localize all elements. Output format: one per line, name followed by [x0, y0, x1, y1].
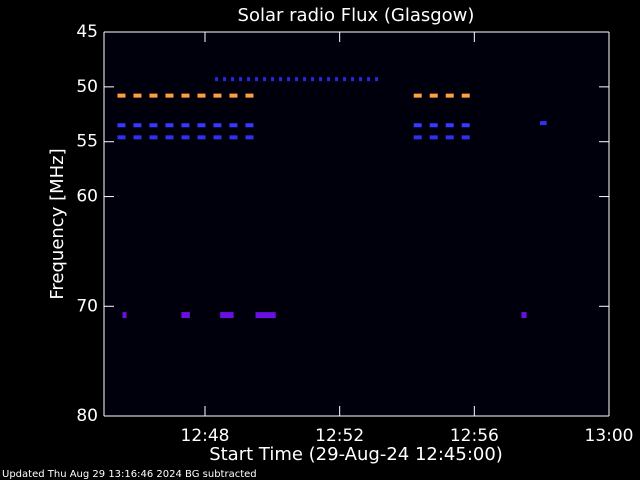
footer: Updated Thu Aug 29 13:16:46 2024 BG subt…	[2, 469, 257, 480]
x-tick-label: 12:48	[181, 426, 230, 446]
x-tick-label: 13:00	[585, 426, 634, 446]
y-tick-label: 50	[76, 77, 98, 97]
y-axis-label: Frequency [MHz]	[47, 148, 68, 299]
y-tick-label: 55	[76, 132, 98, 152]
x-tick-label: 12:52	[315, 426, 364, 446]
y-tick-label: 45	[76, 22, 98, 42]
y-tick-label: 70	[76, 296, 98, 316]
x-tick-label: 12:56	[450, 426, 499, 446]
y-tick-label: 80	[76, 406, 98, 426]
plot-background	[104, 32, 609, 416]
y-tick-label: 60	[76, 187, 98, 207]
x-axis-label: Start Time (29-Aug-24 12:45:00)	[209, 444, 503, 465]
chart-title: Solar radio Flux (Glasgow)	[238, 5, 475, 26]
